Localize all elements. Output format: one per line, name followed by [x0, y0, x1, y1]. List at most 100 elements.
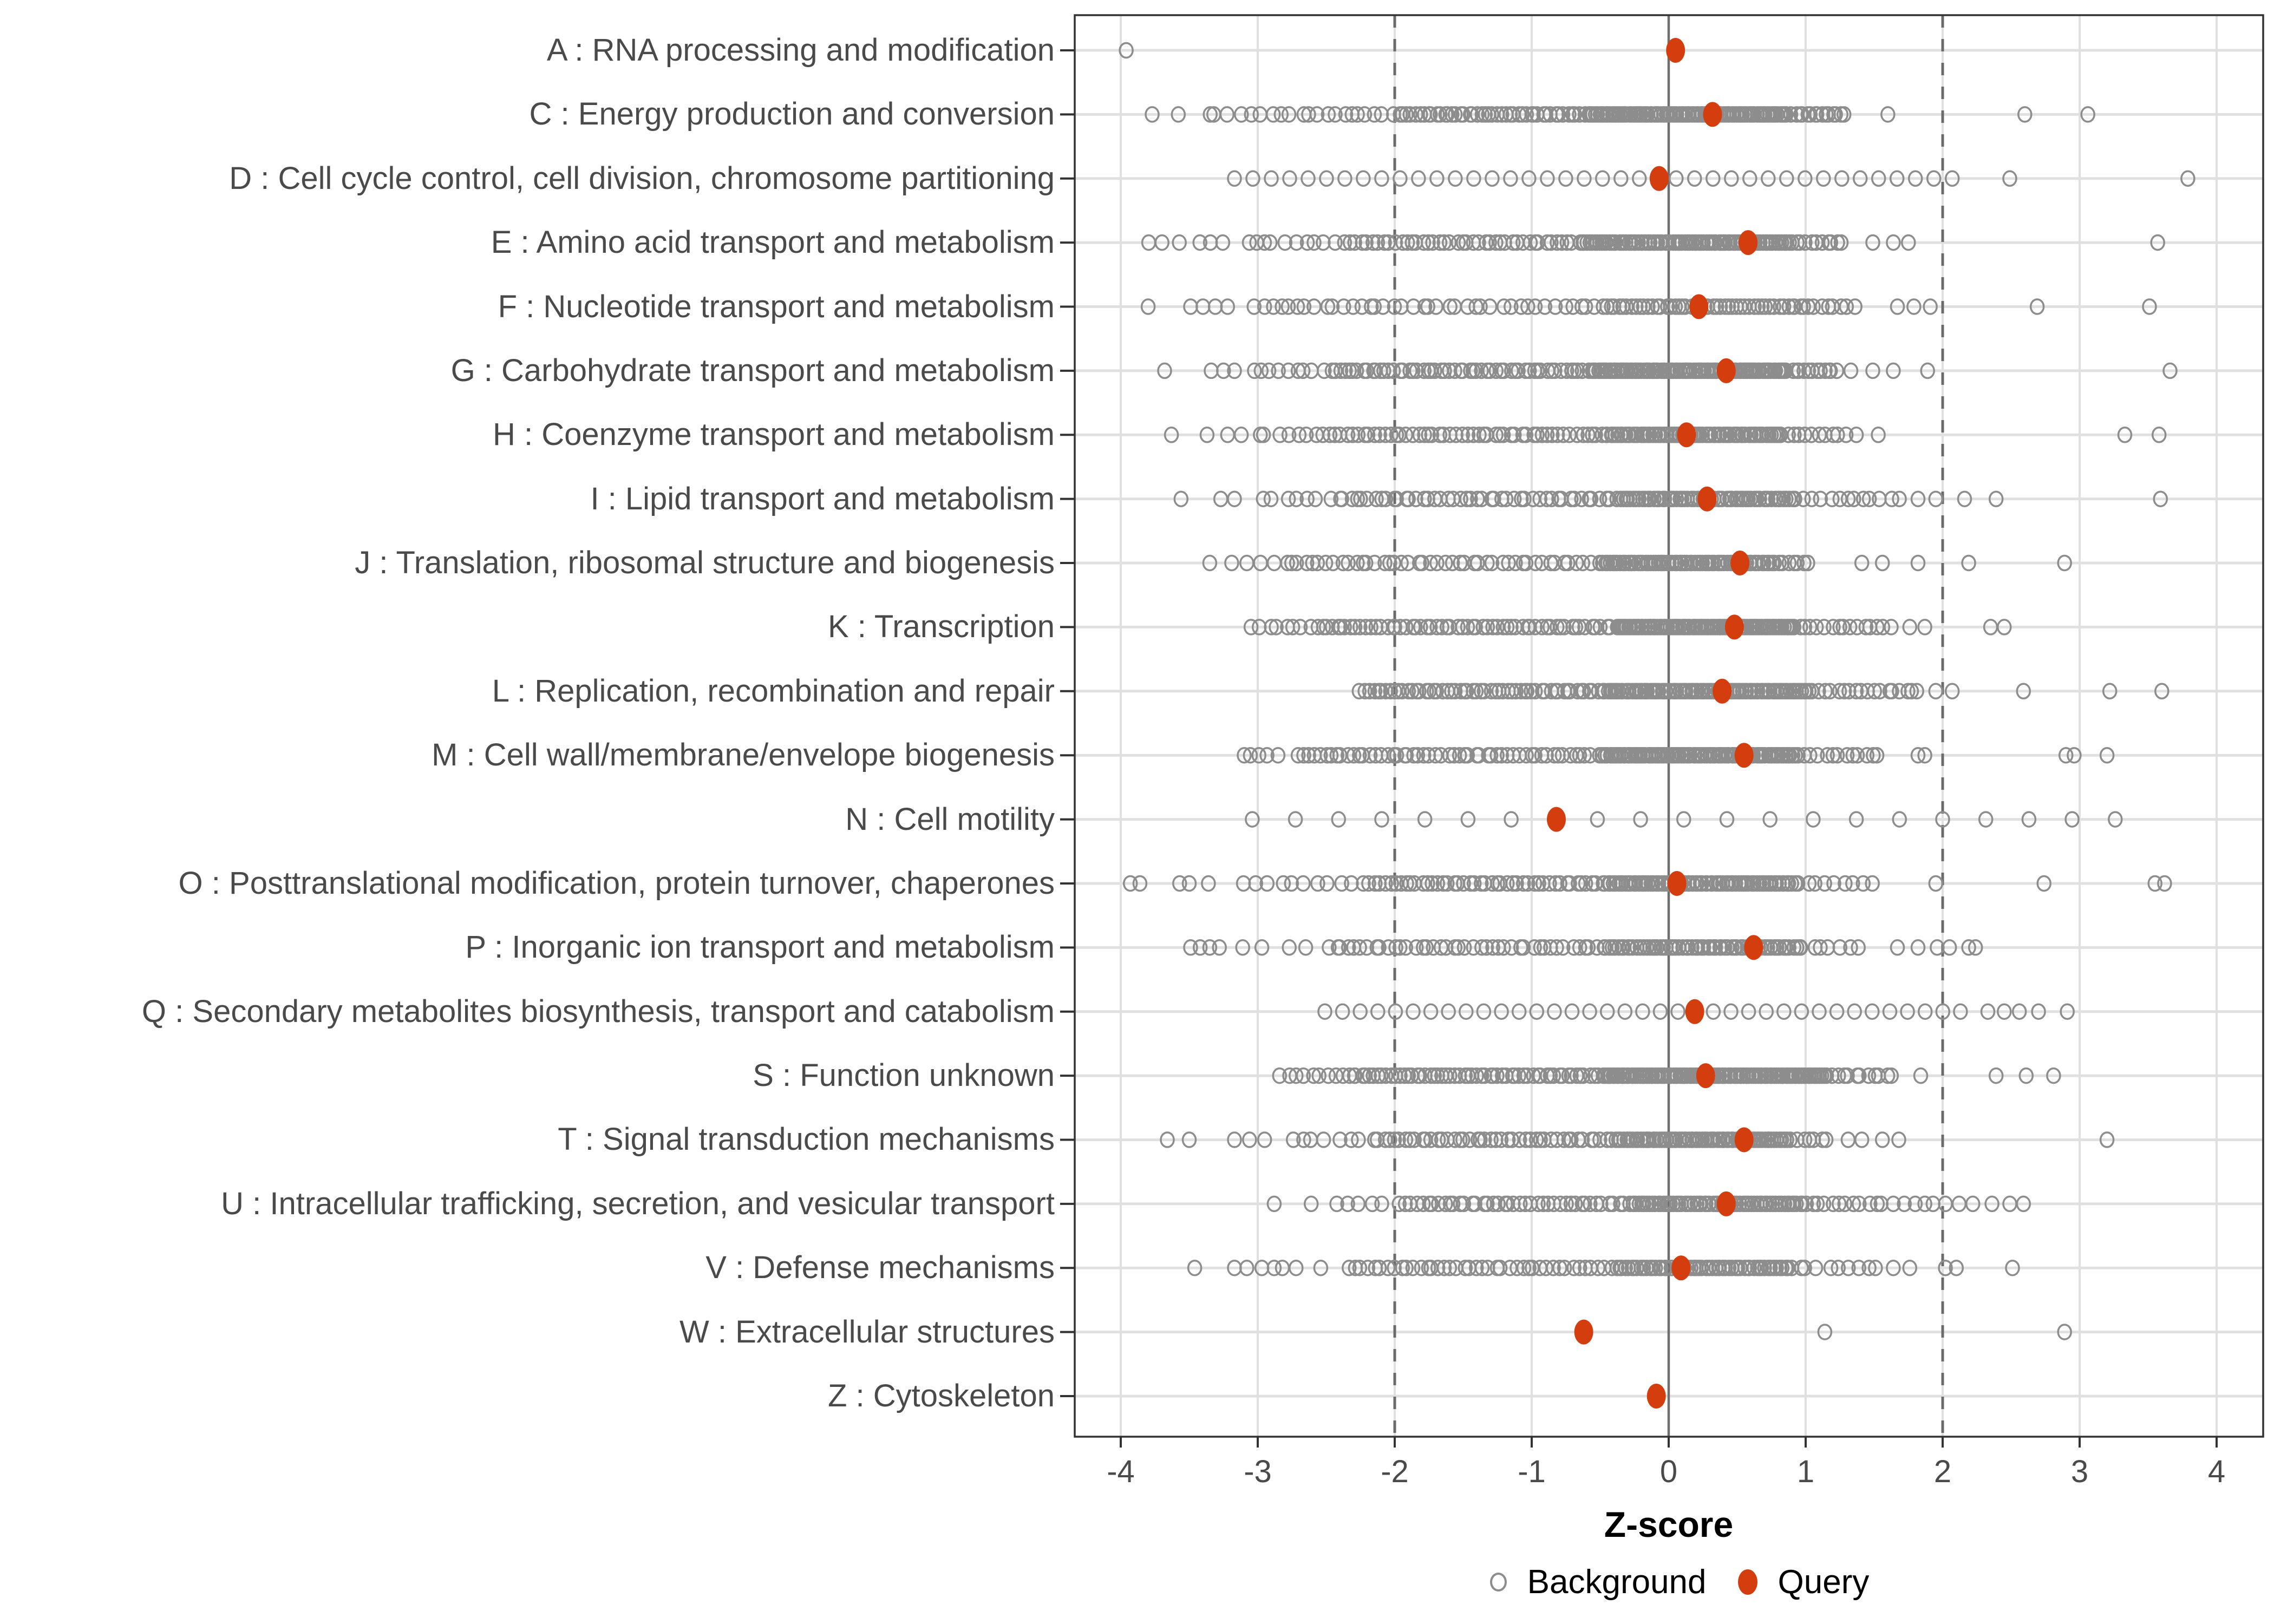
background-point	[1172, 875, 1187, 892]
background-point	[1532, 490, 1547, 507]
background-point	[1334, 490, 1349, 507]
background-point	[1429, 554, 1445, 572]
background-point	[1724, 490, 1739, 507]
background-point	[2005, 1259, 2020, 1276]
background-point	[1624, 298, 1639, 315]
background-point	[1882, 1003, 1898, 1020]
background-point	[1409, 362, 1424, 379]
background-point	[1737, 427, 1753, 443]
background-point	[1181, 1131, 1197, 1148]
background-point	[1838, 875, 1853, 892]
background-point	[1580, 427, 1596, 443]
background-point	[1556, 1131, 1572, 1148]
background-point	[1298, 939, 1314, 956]
background-point	[1273, 106, 1289, 123]
background-point	[1181, 875, 1197, 892]
x-axis-tick-label: 1	[1796, 1454, 1815, 1489]
background-point	[1572, 939, 1587, 956]
background-point	[1757, 298, 1773, 315]
background-point	[2018, 1067, 2034, 1084]
background-point	[1793, 619, 1808, 636]
background-point	[1527, 875, 1543, 892]
background-point	[1412, 427, 1428, 443]
background-point	[1266, 554, 1282, 572]
background-point	[1847, 1003, 1862, 1020]
background-point	[1257, 234, 1272, 251]
background-point	[1997, 1003, 2012, 1020]
background-point	[1816, 619, 1832, 636]
background-point	[1433, 939, 1449, 956]
background-point	[1263, 234, 1278, 251]
background-point	[1817, 1324, 1833, 1340]
background-point	[1351, 1131, 1366, 1148]
background-point	[1192, 234, 1207, 251]
background-point	[1870, 1195, 1885, 1213]
x-axis-tick-label: 4	[2207, 1454, 2226, 1489]
background-point	[1261, 362, 1277, 379]
background-point	[1398, 427, 1414, 443]
background-point	[1154, 234, 1169, 251]
background-point	[1480, 554, 1495, 572]
background-point	[1942, 939, 1957, 956]
background-point	[1865, 234, 1880, 251]
background-point	[1816, 170, 1831, 187]
background-point	[1284, 554, 1299, 572]
background-point	[1750, 298, 1766, 315]
background-point	[1386, 554, 1402, 572]
background-point	[1867, 683, 1883, 700]
background-point	[1499, 875, 1515, 892]
background-point	[1328, 362, 1343, 379]
background-point	[1431, 1195, 1446, 1213]
background-point	[1301, 106, 1316, 123]
background-point	[1884, 619, 1899, 636]
background-point	[1334, 875, 1349, 892]
background-point	[1483, 746, 1499, 764]
background-point	[1455, 427, 1470, 443]
x-axis-tick-label: 0	[1659, 1454, 1678, 1489]
background-point	[1470, 490, 1485, 507]
background-point	[1245, 811, 1260, 828]
background-point	[1241, 234, 1257, 251]
background-point	[1340, 1195, 1355, 1213]
background-point	[1259, 875, 1275, 892]
background-point	[1632, 170, 1647, 187]
background-point	[1767, 554, 1782, 572]
background-point	[1233, 427, 1249, 443]
background-point	[1558, 170, 1573, 187]
background-point	[1751, 554, 1766, 572]
background-point	[1497, 298, 1512, 315]
background-point	[1886, 362, 1901, 379]
background-point	[1782, 1131, 1798, 1148]
background-point	[1378, 490, 1394, 507]
background-point	[1622, 1195, 1637, 1213]
background-point	[1704, 875, 1720, 892]
background-point	[1833, 234, 1849, 251]
background-point	[1552, 875, 1567, 892]
background-point	[1574, 1131, 1590, 1148]
background-point	[1383, 683, 1398, 700]
background-point	[1280, 490, 1296, 507]
background-point	[1843, 362, 1859, 379]
background-point	[1350, 554, 1365, 572]
background-point	[1489, 1067, 1505, 1084]
background-point	[1337, 234, 1352, 251]
background-point	[1596, 298, 1611, 315]
background-point	[1910, 490, 1926, 507]
background-point	[1583, 554, 1599, 572]
background-point	[1590, 1259, 1606, 1276]
background-point	[1871, 170, 1886, 187]
background-point	[1550, 234, 1565, 251]
background-point	[1436, 234, 1452, 251]
background-point	[1928, 490, 1944, 507]
background-point	[1797, 619, 1813, 636]
query-point	[1574, 1319, 1593, 1345]
background-point	[1243, 746, 1258, 764]
background-point	[1370, 1003, 1386, 1020]
background-point	[1796, 554, 1812, 572]
background-point	[1428, 298, 1443, 315]
background-point	[1855, 490, 1871, 507]
query-point	[1666, 38, 1685, 63]
query-point	[1697, 486, 1717, 512]
background-point	[1378, 1067, 1394, 1084]
background-point	[1683, 1195, 1698, 1213]
